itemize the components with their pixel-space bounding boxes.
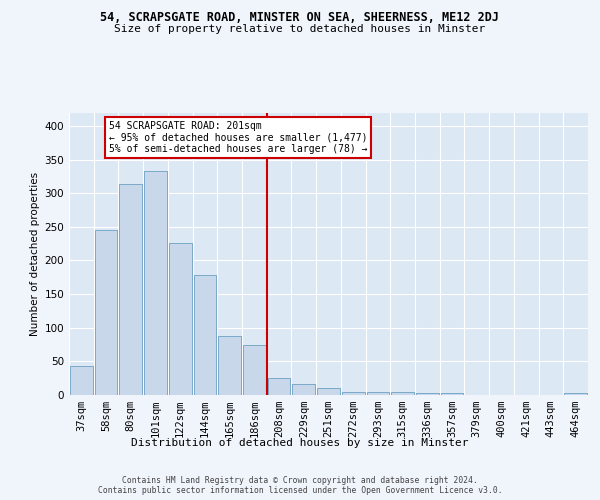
Y-axis label: Number of detached properties: Number of detached properties xyxy=(30,172,40,336)
Text: Distribution of detached houses by size in Minster: Distribution of detached houses by size … xyxy=(131,438,469,448)
Text: 54, SCRAPSGATE ROAD, MINSTER ON SEA, SHEERNESS, ME12 2DJ: 54, SCRAPSGATE ROAD, MINSTER ON SEA, SHE… xyxy=(101,11,499,24)
Bar xyxy=(194,274,216,395)
Bar xyxy=(70,366,93,395)
Bar xyxy=(218,336,241,395)
Bar xyxy=(95,230,118,395)
Bar xyxy=(144,171,167,395)
Text: Size of property relative to detached houses in Minster: Size of property relative to detached ho… xyxy=(115,24,485,34)
Bar xyxy=(268,378,290,395)
Bar xyxy=(367,392,389,395)
Bar xyxy=(564,393,587,395)
Text: 54 SCRAPSGATE ROAD: 201sqm
← 95% of detached houses are smaller (1,477)
5% of se: 54 SCRAPSGATE ROAD: 201sqm ← 95% of deta… xyxy=(109,120,367,154)
Bar xyxy=(441,393,463,395)
Bar xyxy=(119,184,142,395)
Bar xyxy=(243,344,266,395)
Bar xyxy=(416,393,439,395)
Bar xyxy=(292,384,315,395)
Text: Contains HM Land Registry data © Crown copyright and database right 2024.
Contai: Contains HM Land Registry data © Crown c… xyxy=(98,476,502,496)
Bar xyxy=(342,392,365,395)
Bar xyxy=(169,243,191,395)
Bar xyxy=(317,388,340,395)
Bar xyxy=(391,392,414,395)
